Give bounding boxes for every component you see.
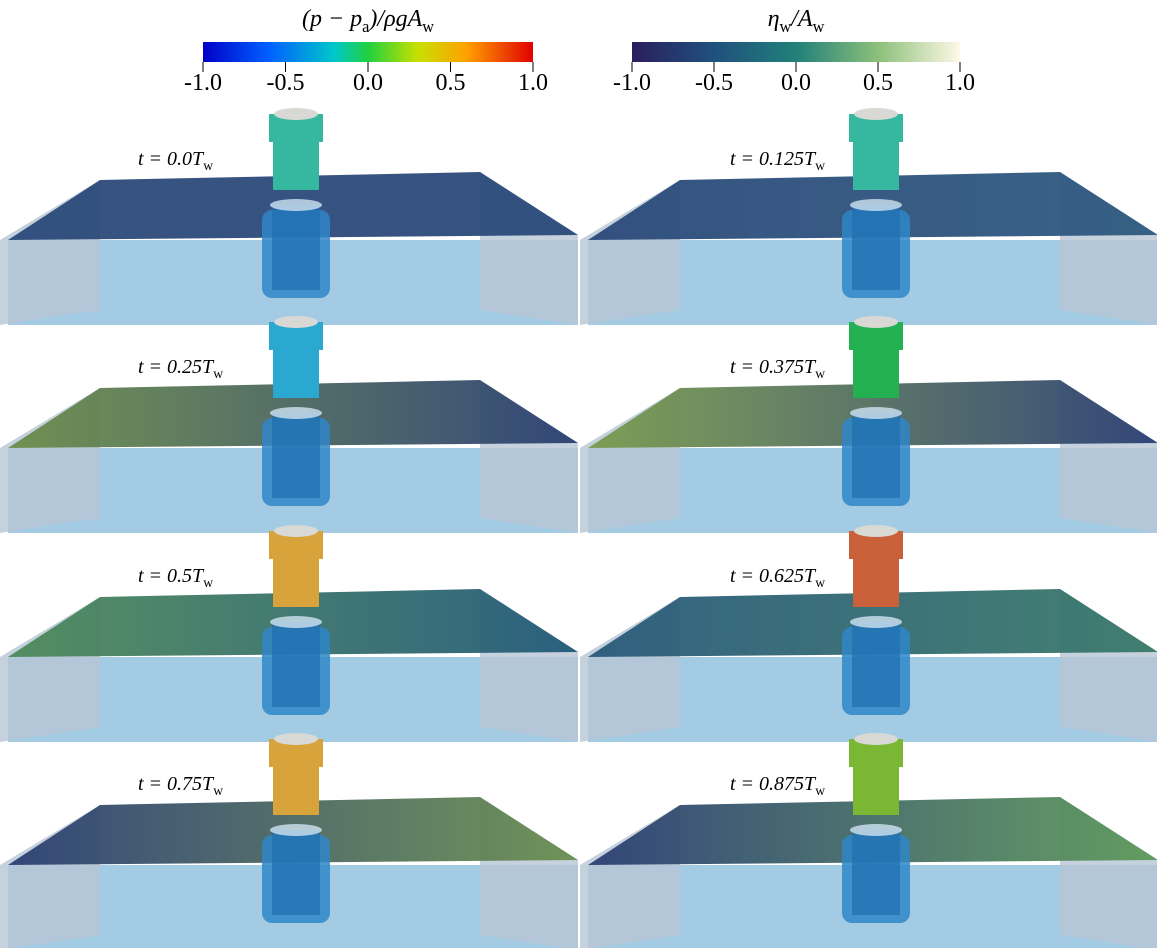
colorbar-title: (p − pa)/ρgAw	[302, 6, 434, 36]
colorbar	[203, 42, 533, 62]
buoy-cap	[274, 733, 318, 745]
subscript: w	[213, 366, 223, 381]
subscript: w	[815, 158, 825, 173]
tick-label: 1.0	[945, 70, 975, 96]
buoy-cap	[854, 733, 898, 745]
tick-label: 0.0	[781, 70, 811, 96]
panel	[580, 108, 1157, 325]
tick-label: -1.0	[613, 70, 651, 96]
device-core	[272, 830, 320, 915]
panel	[580, 733, 1157, 948]
buoy-cap	[854, 108, 898, 120]
text-part: t = 0.25T	[138, 356, 215, 378]
time-label: t = 0.625Tw	[730, 565, 825, 590]
time-label: t = 0.375Tw	[730, 356, 825, 381]
subscript: w	[213, 783, 223, 798]
buoy-cap	[854, 316, 898, 328]
subscript: w	[815, 366, 825, 381]
tick-label: -1.0	[184, 70, 222, 96]
buoy-cap	[274, 316, 318, 328]
subscript: w	[815, 783, 825, 798]
text-part: t = 0.375T	[730, 356, 817, 378]
device-core	[272, 413, 320, 498]
buoy-lower	[273, 765, 319, 815]
tick-label: -0.5	[695, 70, 733, 96]
buoy-cap	[854, 525, 898, 537]
panel	[0, 108, 578, 325]
buoy-lower	[853, 765, 899, 815]
text-part: t = 0.5T	[138, 565, 205, 587]
text-part: t = 0.625T	[730, 565, 817, 587]
panel	[580, 316, 1157, 533]
device-ring	[850, 824, 902, 836]
device-ring	[850, 407, 902, 419]
buoy-lower	[273, 348, 319, 398]
panel	[0, 733, 578, 948]
device-ring	[270, 199, 322, 211]
subscript: w	[203, 575, 213, 590]
device-core	[272, 622, 320, 707]
colorbar-title: ηw/Aw	[768, 6, 825, 36]
device-core	[852, 413, 900, 498]
text-part: t = 0.125T	[730, 148, 817, 170]
buoy-lower	[273, 557, 319, 607]
text-part: /A	[789, 6, 813, 32]
text-part: η	[768, 6, 780, 32]
device-core	[852, 622, 900, 707]
subscript: w	[422, 17, 434, 36]
panel	[580, 525, 1157, 742]
time-label: t = 0.875Tw	[730, 773, 825, 798]
tick-label: 1.0	[518, 70, 548, 96]
time-label: t = 0.0Tw	[138, 148, 213, 173]
panel	[0, 316, 578, 533]
buoy-lower	[273, 140, 319, 190]
device-core	[852, 830, 900, 915]
time-label: t = 0.75Tw	[138, 773, 223, 798]
device-ring	[270, 407, 322, 419]
text-part: )/ρgA	[367, 6, 422, 32]
text-part: t = 0.75T	[138, 773, 215, 795]
tick-label: -0.5	[267, 70, 305, 96]
tick-label: 0.0	[353, 70, 383, 96]
device-core	[852, 205, 900, 290]
buoy-lower	[853, 557, 899, 607]
tick-label: 0.5	[863, 70, 893, 96]
subscript: w	[815, 575, 825, 590]
buoy-lower	[853, 140, 899, 190]
device-ring	[270, 616, 322, 628]
tick-label: 0.5	[436, 70, 466, 96]
buoy-cap	[274, 108, 318, 120]
subscript: w	[813, 17, 825, 36]
device-ring	[850, 199, 902, 211]
buoy-lower	[853, 348, 899, 398]
panel	[0, 525, 578, 742]
text-part: t = 0.875T	[730, 773, 817, 795]
time-label: t = 0.125Tw	[730, 148, 825, 173]
device-ring	[270, 824, 322, 836]
colorbar	[632, 42, 960, 62]
subscript: w	[780, 17, 792, 36]
subscript: w	[203, 158, 213, 173]
time-label: t = 0.25Tw	[138, 356, 223, 381]
device-ring	[850, 616, 902, 628]
figure: (p − pa)/ρgAw-1.0-0.50.00.51.0ηw/Aw-1.0-…	[0, 0, 1157, 948]
text-part: (p − p	[302, 6, 362, 32]
buoy-cap	[274, 525, 318, 537]
device-core	[272, 205, 320, 290]
text-part: t = 0.0T	[138, 148, 205, 170]
time-label: t = 0.5Tw	[138, 565, 213, 590]
